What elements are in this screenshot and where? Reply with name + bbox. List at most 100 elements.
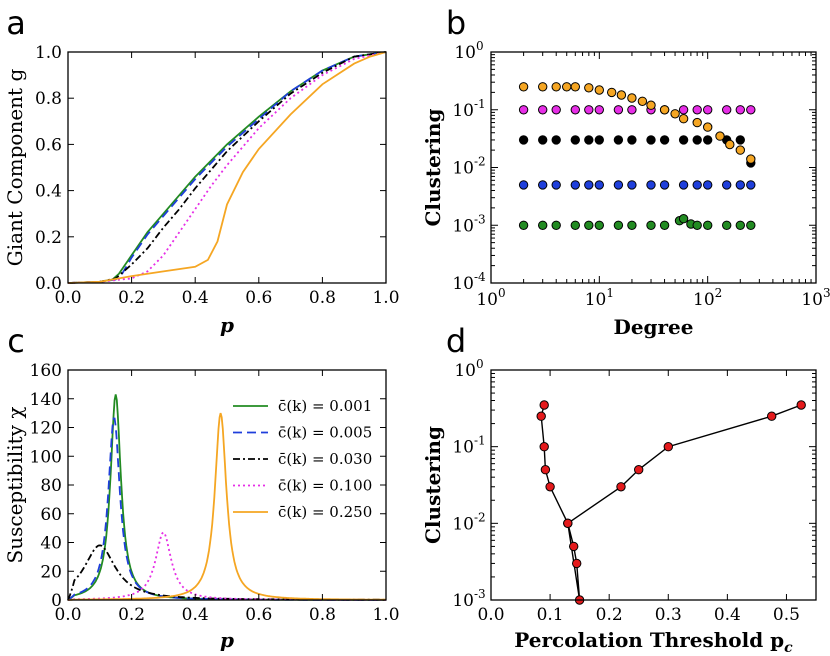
data-point [616, 482, 626, 492]
scatter-point-3 [627, 180, 637, 190]
x-tick-label: 100 [476, 286, 505, 310]
scatter-point-1 [584, 105, 594, 115]
scatter-point-1 [627, 105, 637, 115]
y-tick-label: 100 [30, 447, 62, 467]
panel-letter-d: d [446, 322, 466, 360]
scatter-point-2 [613, 135, 624, 145]
y-tick-label: 0.2 [35, 228, 62, 248]
scatter-point-4 [518, 220, 529, 231]
panel-letter-b: b [446, 4, 466, 42]
x-tick-label: 0.4 [714, 605, 741, 625]
y-tick-label: 0.4 [35, 182, 62, 202]
data-point [569, 541, 579, 552]
scatter-point-1 [551, 105, 561, 115]
scatter-point-3 [594, 180, 604, 190]
x-tick-label: 0.4 [182, 288, 209, 308]
scatter-point-3 [538, 180, 548, 190]
scatter-point-3 [746, 180, 756, 190]
x-tick-label: 0.2 [118, 288, 145, 308]
scatter-point-4 [538, 220, 548, 231]
data-point [545, 482, 555, 492]
y-tick-label: 140 [30, 390, 62, 410]
x-tick-label: 1.0 [372, 605, 399, 625]
scatter-point-4 [646, 220, 656, 231]
x-tick-label: 101 [585, 286, 614, 310]
scatter-point-0 [692, 117, 702, 128]
scatter-point-3 [570, 180, 580, 190]
scatter-point-4 [746, 220, 756, 231]
scatter-point-4 [627, 220, 637, 231]
scatter-point-2 [659, 135, 670, 145]
x-tick-label: 1.0 [372, 288, 399, 308]
scatter-point-0 [703, 122, 713, 132]
scatter-point-2 [538, 135, 548, 145]
scatter-point-2 [703, 135, 713, 145]
data-point [536, 411, 546, 421]
scatter-point-0 [562, 82, 572, 92]
x-tick-label: 0.5 [773, 605, 800, 625]
y-tick-label: 10-3 [452, 212, 485, 236]
panel-d: 0.0 0.1 0.2 0.3 0.4 0.5 100 10-1 10-2 10-3 Percola… [421, 322, 817, 656]
data-point [663, 442, 673, 452]
series-line-3 [67, 51, 387, 284]
scatter-point-1 [735, 105, 745, 115]
scatter-point-0 [715, 131, 725, 141]
scatter-point-3 [613, 180, 624, 190]
scatter-point-4 [570, 220, 580, 231]
scatter-point-1 [678, 105, 689, 115]
scatter-point-2 [584, 135, 594, 145]
scatter-point-0 [607, 87, 617, 98]
scatter-point-0 [551, 82, 561, 92]
scatter-point-0 [646, 100, 656, 110]
scatter-point-0 [725, 139, 735, 150]
legend-label-4: c̄(k) = 0.250 [278, 503, 372, 521]
scatter-point-3 [678, 180, 689, 190]
y-tick-label: 80 [40, 476, 62, 496]
scatter-point-1 [703, 105, 713, 115]
scatter-point-3 [703, 180, 713, 190]
data-point [539, 400, 549, 410]
scatter-point-0 [735, 145, 745, 155]
x-axis-label: p [220, 313, 234, 337]
y-tick-label: 0.0 [35, 274, 62, 294]
y-tick-label: 1.0 [35, 43, 62, 63]
y-tick-label: 60 [40, 505, 62, 525]
scatter-point-0 [570, 82, 580, 92]
scatter-point-0 [584, 83, 594, 93]
scatter-point-4 [735, 220, 745, 231]
x-tick-label: 102 [693, 286, 722, 310]
y-tick-label: 10-3 [452, 587, 485, 611]
scatter-point-4 [678, 214, 689, 224]
scatter-point-2 [692, 135, 702, 145]
scatter-point-3 [722, 180, 732, 190]
y-tick-label: 10-2 [452, 510, 485, 534]
scatter-point-0 [637, 96, 648, 107]
scatter-point-2 [627, 135, 637, 145]
scatter-point-1 [538, 105, 548, 115]
scatter-point-0 [670, 109, 680, 119]
y-tick-label: 10-1 [452, 97, 485, 121]
scatter-point-0 [746, 154, 756, 164]
x-tick-label: 0.6 [245, 288, 272, 308]
scatter-point-1 [613, 105, 624, 115]
x-tick-label: 0.3 [655, 605, 682, 625]
x-tick-label: 0.0 [54, 605, 81, 625]
legend-label-3: c̄(k) = 0.100 [278, 477, 372, 495]
scatter-point-2 [594, 135, 604, 145]
scatter-point-2 [570, 135, 580, 145]
data-point [540, 465, 551, 475]
x-axis-label: Percolation Threshold pc [514, 628, 793, 656]
scatter-point-2 [646, 135, 656, 145]
legend-label-1: c̄(k) = 0.005 [278, 424, 372, 442]
x-tick-label: 0.8 [309, 288, 336, 308]
scatter-point-4 [613, 220, 624, 231]
y-tick-label: 10-2 [452, 155, 485, 179]
scatter-point-2 [551, 135, 561, 145]
series-line-4 [67, 412, 386, 601]
scatter-point-1 [518, 105, 529, 115]
x-tick-label: 0.2 [118, 605, 145, 625]
scatter-point-1 [570, 105, 580, 115]
scatter-point-3 [735, 180, 745, 190]
data-point [634, 465, 644, 475]
